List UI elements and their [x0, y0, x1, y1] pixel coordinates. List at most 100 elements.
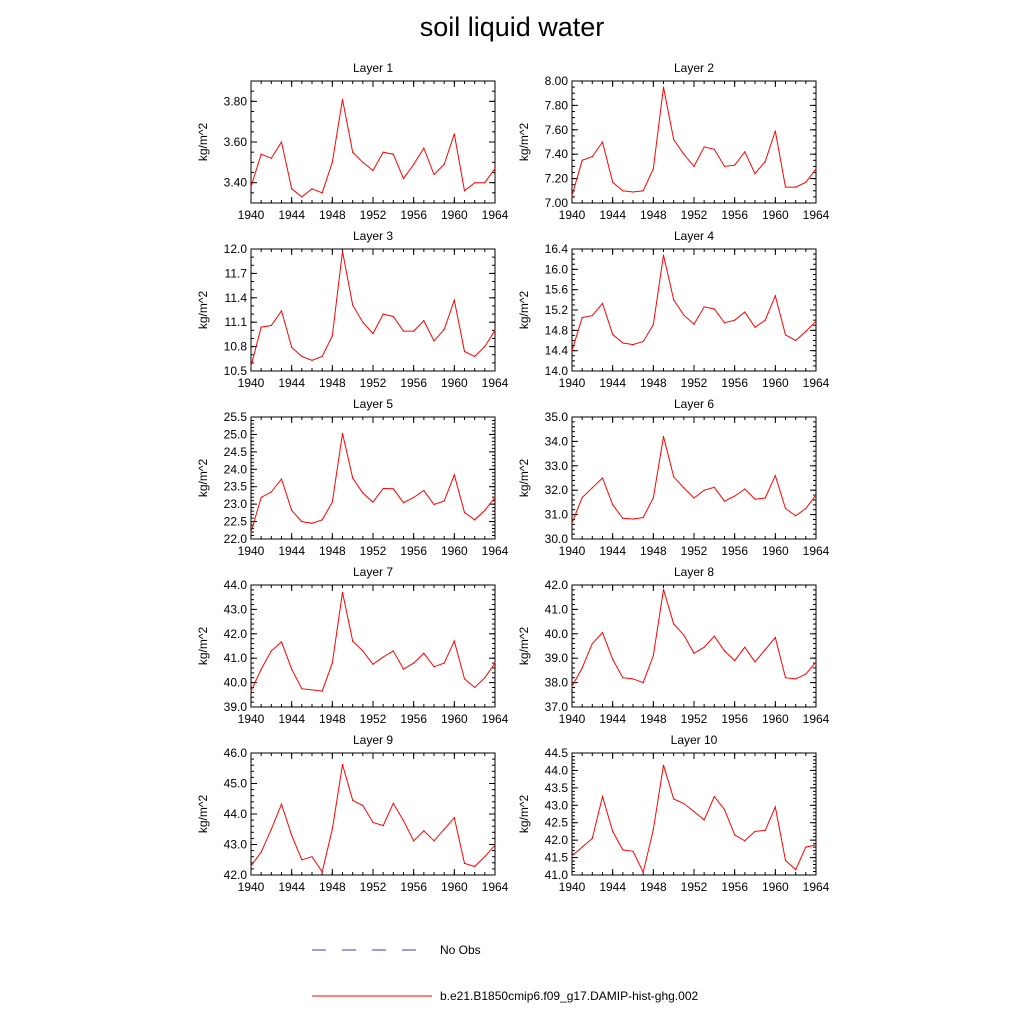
data-point — [693, 652, 695, 654]
data-point — [463, 190, 466, 192]
y-tick-label: 32.0 — [545, 483, 569, 497]
x-tick-label: 1960 — [762, 712, 789, 726]
data-point — [784, 677, 787, 679]
y-tick-label: 3.40 — [224, 176, 248, 190]
data-point — [270, 324, 272, 327]
data-point — [622, 342, 624, 344]
data-point — [402, 668, 405, 670]
data-point — [402, 820, 405, 822]
data-point — [744, 488, 746, 490]
data-point — [402, 330, 405, 332]
data-point — [642, 516, 644, 519]
data-point — [413, 496, 415, 499]
data-point — [571, 522, 573, 524]
y-tick-label: 8.00 — [545, 74, 569, 88]
data-point — [443, 163, 445, 165]
data-point — [571, 350, 573, 352]
chart-title: Layer 6 — [674, 397, 714, 411]
y-tick-label: 37.0 — [545, 700, 569, 714]
data-point — [443, 662, 445, 664]
data-point — [484, 856, 486, 858]
data-point — [662, 86, 665, 88]
data-point — [280, 803, 283, 805]
y-tick-label: 10.5 — [224, 364, 248, 378]
chart-layer-3: 10.5 10.8 11.1 11.4 11.7 12.0 1940 1944 1948 1952… — [196, 229, 509, 390]
y-axis-label: kg/m^2 — [517, 291, 531, 330]
x-tick-label: 1960 — [441, 880, 468, 894]
plot-frame — [250, 752, 496, 876]
data-point — [632, 678, 634, 680]
x-tick-label: 1948 — [640, 376, 667, 390]
x-tick-label: 1940 — [559, 880, 586, 894]
data-point — [774, 474, 776, 477]
y-tick-label: 35.0 — [545, 410, 569, 424]
series-line — [250, 251, 496, 367]
data-point — [795, 515, 797, 517]
data-point — [795, 186, 797, 188]
data-point — [331, 828, 333, 830]
data-point — [250, 186, 252, 188]
data-point — [413, 330, 415, 332]
data-point — [693, 165, 695, 167]
x-tick-label: 1948 — [640, 544, 667, 558]
y-tick-label: 7.40 — [545, 147, 569, 161]
chart-layer-10: 41.0 41.5 42.0 42.5 43.0 43.5 44.0 44.5 1940 1944… — [517, 733, 830, 894]
y-tick-label: 11.1 — [225, 315, 248, 329]
chart-layer-6: 30.0 31.0 32.0 33.0 34.0 35.0 1940 1944 1948 1952… — [517, 397, 830, 558]
data-point — [423, 489, 425, 492]
x-tick-label: 1940 — [559, 712, 586, 726]
x-tick-label: 1952 — [681, 544, 708, 558]
data-point — [662, 588, 665, 590]
data-point — [260, 668, 262, 670]
x-tick-label: 1956 — [721, 376, 748, 390]
data-point — [392, 802, 394, 804]
series-line — [571, 87, 817, 196]
data-point — [433, 173, 435, 176]
y-tick-label: 40.0 — [224, 676, 248, 690]
data-point — [341, 432, 344, 434]
x-tick-label: 1948 — [319, 880, 346, 894]
y-tick-label: 38.0 — [545, 676, 569, 690]
y-tick-label: 44.0 — [545, 763, 569, 777]
data-point — [453, 133, 455, 135]
data-point — [311, 689, 313, 691]
data-point — [341, 591, 344, 593]
data-point — [764, 649, 766, 651]
data-point — [402, 178, 405, 180]
y-tick-label: 23.5 — [224, 480, 248, 494]
data-point — [484, 182, 486, 184]
data-point — [372, 501, 374, 503]
y-tick-label: 23.0 — [224, 497, 248, 511]
y-axis-label: kg/m^2 — [196, 291, 210, 330]
y-tick-label: 16.0 — [545, 262, 569, 276]
data-point — [652, 829, 654, 831]
y-tick-label: 39.0 — [545, 651, 569, 665]
data-point — [754, 173, 756, 175]
y-tick-label: 25.0 — [224, 427, 248, 441]
data-point — [474, 865, 476, 868]
x-tick-label: 1956 — [400, 880, 427, 894]
y-tick-label: 7.60 — [545, 123, 569, 137]
data-point — [612, 333, 614, 335]
data-point — [311, 359, 313, 362]
chart-title: Layer 10 — [671, 733, 718, 747]
data-point — [372, 169, 374, 172]
data-point — [392, 315, 394, 318]
data-point — [494, 329, 496, 331]
data-point — [693, 810, 695, 813]
data-point — [713, 486, 715, 488]
data-point — [642, 871, 644, 873]
data-point — [754, 661, 756, 663]
y-tick-label: 25.5 — [224, 410, 248, 424]
data-point — [754, 326, 756, 328]
data-point — [703, 646, 705, 648]
data-point — [260, 851, 262, 853]
data-point — [463, 511, 466, 514]
plot-frame — [250, 584, 496, 708]
data-point — [301, 355, 303, 357]
x-tick-label: 1944 — [599, 208, 626, 222]
y-tick-label: 42.0 — [545, 578, 569, 592]
y-tick-label: 44.0 — [224, 578, 248, 592]
data-point — [250, 365, 252, 367]
